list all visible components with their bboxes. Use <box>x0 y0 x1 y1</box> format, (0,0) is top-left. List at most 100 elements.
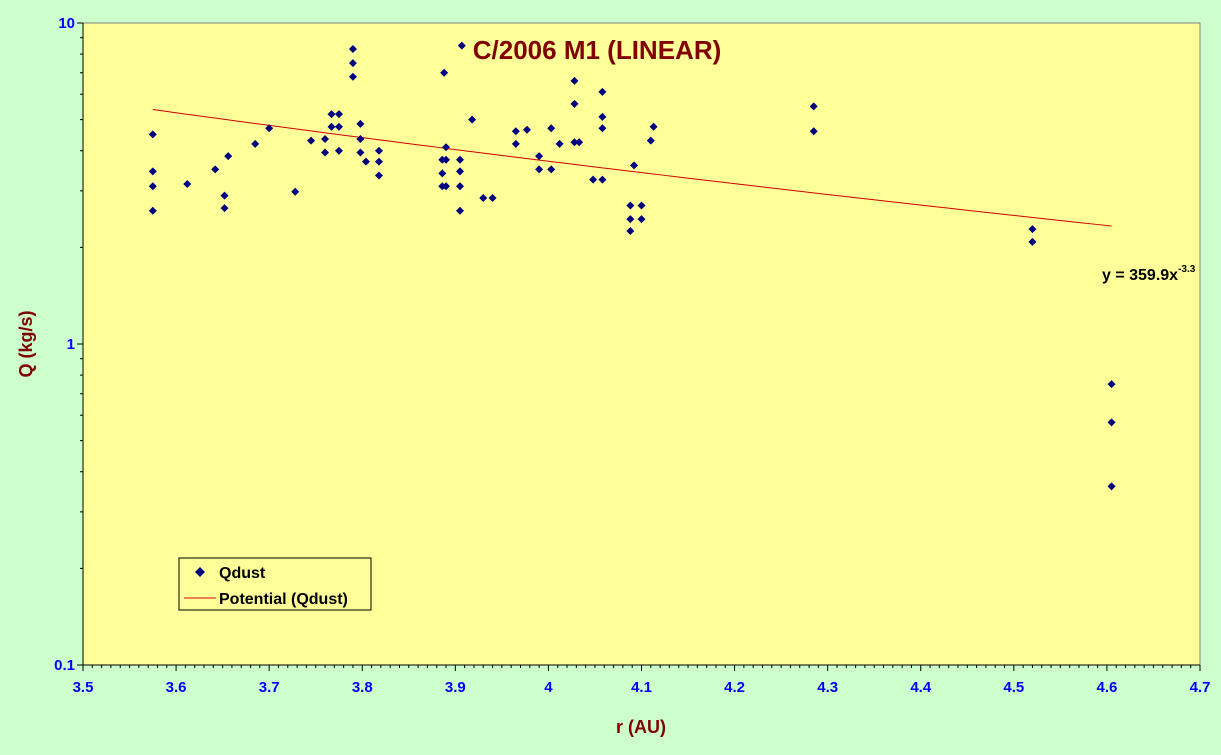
data-point <box>334 110 343 119</box>
x-tick-label: 4.7 <box>1190 679 1211 696</box>
data-point <box>1107 418 1116 427</box>
data-point <box>547 165 556 174</box>
data-point <box>626 201 635 210</box>
data-point <box>148 167 157 176</box>
data-point <box>348 59 357 68</box>
x-tick-label: 4.3 <box>817 679 838 696</box>
data-point <box>523 125 532 134</box>
data-point <box>479 193 488 202</box>
x-axis-title: r (AU) <box>616 717 666 737</box>
trendline-equation: y = 359.9x-3.3 <box>1102 264 1196 284</box>
y-axis-title: Q (kg/s) <box>16 310 36 377</box>
data-points-layer <box>148 41 1116 491</box>
data-point <box>1028 225 1037 234</box>
data-point <box>375 146 384 155</box>
data-point <box>220 204 229 213</box>
data-point <box>598 175 607 184</box>
data-point <box>356 148 365 157</box>
data-point <box>626 226 635 235</box>
x-tick-label: 4.2 <box>724 679 745 696</box>
data-point <box>511 127 520 136</box>
data-point <box>148 206 157 215</box>
data-point <box>1028 237 1037 246</box>
x-tick-label: 3.9 <box>445 679 466 696</box>
data-point <box>438 169 447 178</box>
data-point <box>291 187 300 196</box>
data-point <box>547 124 556 133</box>
x-tick-label: 3.6 <box>166 679 187 696</box>
data-point <box>148 130 157 139</box>
data-point <box>1107 380 1116 389</box>
data-point <box>307 136 316 145</box>
data-point <box>321 135 330 144</box>
data-point <box>455 206 464 215</box>
data-point <box>356 135 365 144</box>
legend-label-qdust: Qdust <box>219 565 266 582</box>
data-point <box>348 44 357 53</box>
data-point <box>598 112 607 121</box>
data-point <box>442 182 451 191</box>
data-point <box>809 127 818 136</box>
data-point <box>321 148 330 157</box>
data-point <box>442 155 451 164</box>
data-point <box>598 87 607 96</box>
data-point <box>455 167 464 176</box>
legend: Qdust Potential (Qdust) <box>178 557 372 611</box>
trendline-layer <box>152 109 1112 227</box>
data-point <box>575 138 584 147</box>
data-point <box>455 182 464 191</box>
data-point <box>148 182 157 191</box>
x-tick-label: 3.7 <box>259 679 280 696</box>
equation-exponent: -3.3 <box>1178 264 1196 275</box>
data-point <box>440 68 449 77</box>
data-point <box>649 122 658 131</box>
chart-title: C/2006 M1 (LINEAR) <box>473 35 722 65</box>
data-point <box>570 99 579 108</box>
data-point <box>224 152 233 161</box>
x-axis: 3.5 3.6 3.7 3.8 3.9 4 4.1 4.2 4.3 4.4 4.5 4.6 4.7 <box>73 664 1211 696</box>
data-point <box>535 165 544 174</box>
data-point <box>334 122 343 131</box>
data-point <box>646 136 655 145</box>
x-tick-label: 4.1 <box>631 679 652 696</box>
data-point <box>455 155 464 164</box>
data-point <box>457 41 466 50</box>
legend-marker-diamond-icon <box>195 567 205 577</box>
data-point <box>251 139 260 148</box>
data-point <box>183 180 192 189</box>
data-point <box>468 115 477 124</box>
data-point <box>334 146 343 155</box>
data-point <box>598 124 607 133</box>
data-point <box>637 215 646 224</box>
data-point <box>488 193 497 202</box>
x-tick-label: 4.5 <box>1003 679 1024 696</box>
y-axis: 0.1 1 10 <box>54 15 84 674</box>
data-point <box>555 139 564 148</box>
data-point <box>211 165 220 174</box>
x-tick-label: 4.6 <box>1096 679 1117 696</box>
y-tick-label: 1 <box>67 336 75 353</box>
data-point <box>809 102 818 111</box>
data-point <box>1107 482 1116 491</box>
data-point <box>511 139 520 148</box>
data-point <box>327 122 336 131</box>
x-tick-label: 4 <box>544 679 553 696</box>
data-point <box>348 72 357 81</box>
x-tick-label: 4.4 <box>910 679 932 696</box>
data-point <box>375 171 384 180</box>
equation-base: y = 359.9x <box>1102 267 1178 284</box>
data-point <box>375 157 384 166</box>
data-point <box>626 215 635 224</box>
data-point <box>589 175 598 184</box>
data-point <box>570 138 579 147</box>
data-point <box>570 76 579 85</box>
y-tick-label: 0.1 <box>54 657 75 674</box>
data-point <box>220 191 229 200</box>
data-point <box>265 124 274 133</box>
data-point <box>630 161 639 170</box>
data-point <box>356 119 365 128</box>
trendline-potential <box>152 109 1112 227</box>
x-tick-label: 3.8 <box>352 679 373 696</box>
